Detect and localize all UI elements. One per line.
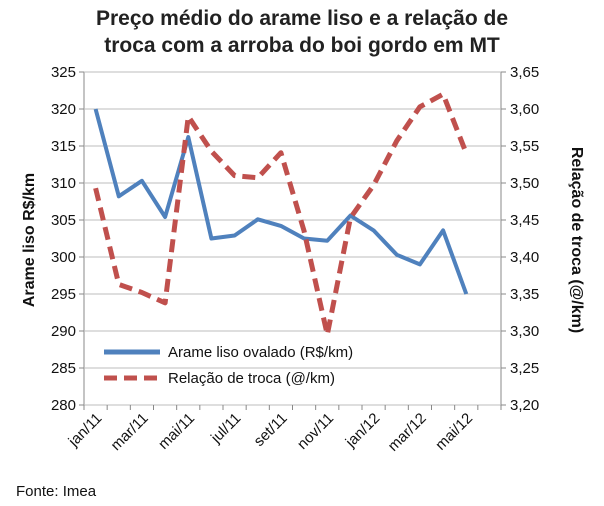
right-tick-label: 3,60 — [510, 101, 539, 118]
series-line-arame — [93, 108, 469, 295]
x-tick-label: jul/11 — [207, 410, 244, 447]
left-axis-title: Arame liso R$/km — [21, 173, 38, 307]
right-axis-ticks: 3,20 3,25 3,30 3,35 3,40 3,45 3,50 3,55 3,60 3,65 — [501, 64, 539, 414]
x-tick-label: nov/11 — [294, 410, 337, 453]
x-tick-label: mar/12 — [385, 410, 430, 455]
left-tick-label: 290 — [51, 323, 76, 340]
x-tick-label: mar/11 — [107, 410, 151, 454]
right-tick-label: 3,30 — [510, 323, 539, 340]
left-tick-label: 310 — [51, 175, 76, 192]
x-tick-label: jan/12 — [342, 410, 384, 452]
legend-label-relacao: Relação de troca (@/km) — [168, 370, 335, 387]
source-note: Fonte: Imea — [16, 483, 97, 500]
x-tick-label: jan/11 — [65, 410, 106, 451]
x-tick-label: set/11 — [251, 410, 291, 450]
right-tick-label: 3,55 — [510, 138, 539, 155]
legend-label-arame: Arame liso ovalado (R$/km) — [168, 344, 353, 361]
right-tick-label: 3,65 — [510, 64, 539, 81]
right-tick-label: 3,40 — [510, 249, 539, 266]
right-tick-label: 3,35 — [510, 286, 539, 303]
x-axis-ticks: jan/11 mar/11 mai/11 jul/11 set/11 nov/11 jan/… — [65, 405, 502, 455]
right-tick-label: 3,20 — [510, 397, 539, 414]
series-line-relacao — [93, 91, 469, 338]
left-tick-label: 305 — [51, 212, 76, 229]
right-tick-label: 3,25 — [510, 360, 539, 377]
right-tick-label: 3,45 — [510, 212, 539, 229]
series-layer — [93, 91, 469, 338]
right-axis-title: Relação de troca (@/km) — [568, 147, 585, 333]
left-tick-label: 285 — [51, 360, 76, 377]
x-tick-label: mai/11 — [155, 410, 198, 453]
chart-title-line-1: Preço médio do arame liso e a relação de — [96, 7, 508, 30]
x-tick-label: mai/12 — [432, 410, 476, 454]
right-tick-label: 3,50 — [510, 175, 539, 192]
left-axis-ticks: 280 285 290 295 300 305 310 315 320 325 — [51, 64, 84, 414]
legend: Arame liso ovalado (R$/km) Relação de tr… — [104, 344, 353, 387]
left-tick-label: 295 — [51, 286, 76, 303]
left-tick-label: 325 — [51, 64, 76, 81]
left-tick-label: 300 — [51, 249, 76, 266]
left-tick-label: 315 — [51, 138, 76, 155]
left-tick-label: 280 — [51, 397, 76, 414]
chart-title-line-2: troca com a arroba do boi gordo em MT — [104, 34, 500, 57]
left-tick-label: 320 — [51, 101, 76, 118]
